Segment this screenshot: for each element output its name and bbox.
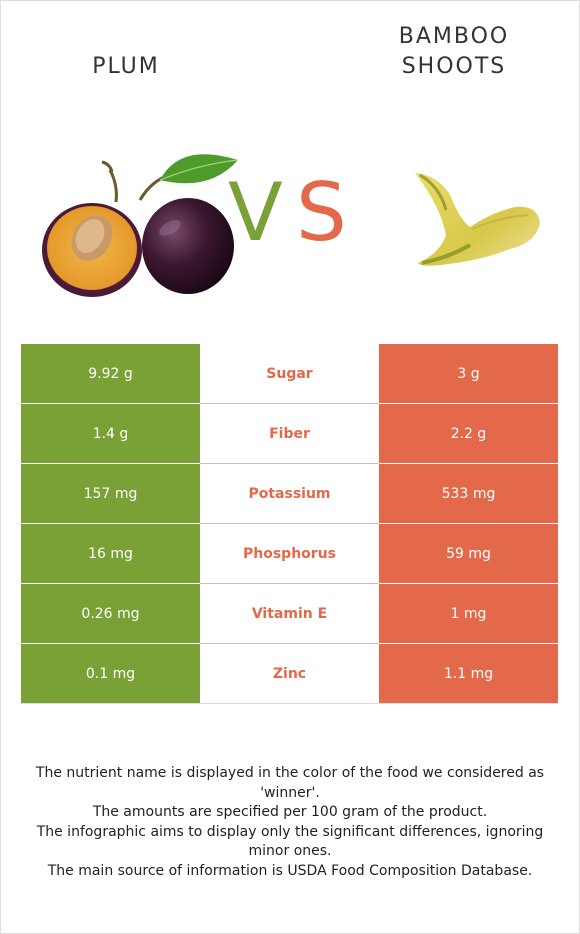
plum-image xyxy=(42,154,239,297)
vs-letter-v: V xyxy=(228,166,283,259)
table-row: 0.1 mg Zinc 1.1 mg xyxy=(21,644,558,704)
nutrient-name: Zinc xyxy=(200,644,379,704)
right-value: 533 mg xyxy=(379,464,558,524)
right-food-title-line2: SHOOTS xyxy=(401,54,507,79)
left-value: 9.92 g xyxy=(21,344,200,404)
nutrient-name: Phosphorus xyxy=(200,524,379,584)
table-row: 16 mg Phosphorus 59 mg xyxy=(21,524,558,584)
table-row: 1.4 g Fiber 2.2 g xyxy=(21,404,558,464)
nutrient-name: Potassium xyxy=(200,464,379,524)
footer-note: The amounts are specified per 100 gram o… xyxy=(92,804,488,820)
nutrient-name: Vitamin E xyxy=(200,584,379,644)
vs-letter-s: S xyxy=(296,166,347,259)
comparison-table: 9.92 g Sugar 3 g 1.4 g Fiber 2.2 g 157 m… xyxy=(21,344,558,704)
right-food-title: BAMBOO SHOOTS xyxy=(354,22,554,82)
table-row: 157 mg Potassium 533 mg xyxy=(21,464,558,524)
left-value: 16 mg xyxy=(21,524,200,584)
table-row: 0.26 mg Vitamin E 1 mg xyxy=(21,584,558,644)
right-food-title-line1: BAMBOO xyxy=(398,24,510,49)
right-value: 1.1 mg xyxy=(379,644,558,704)
table-row: 9.92 g Sugar 3 g xyxy=(21,344,558,404)
left-value: 1.4 g xyxy=(21,404,200,464)
nutrient-name: Sugar xyxy=(200,344,379,404)
left-value: 0.26 mg xyxy=(21,584,200,644)
right-value: 1 mg xyxy=(379,584,558,644)
nutrient-name: Fiber xyxy=(200,404,379,464)
bamboo-shoot-image xyxy=(415,173,540,266)
right-value: 2.2 g xyxy=(379,404,558,464)
footer-note: The main source of information is USDA F… xyxy=(47,862,533,879)
footer-note: The infographic aims to display only the… xyxy=(36,823,544,860)
left-value: 157 mg xyxy=(21,464,200,524)
left-value: 0.1 mg xyxy=(21,644,200,704)
footer-notes: The nutrient name is displayed in the co… xyxy=(20,764,560,881)
right-value: 59 mg xyxy=(379,524,558,584)
right-value: 3 g xyxy=(379,344,558,404)
left-food-title: PLUM xyxy=(92,54,160,79)
footer-note: The nutrient name is displayed in the co… xyxy=(35,765,545,801)
vs-label: V S xyxy=(224,168,354,258)
